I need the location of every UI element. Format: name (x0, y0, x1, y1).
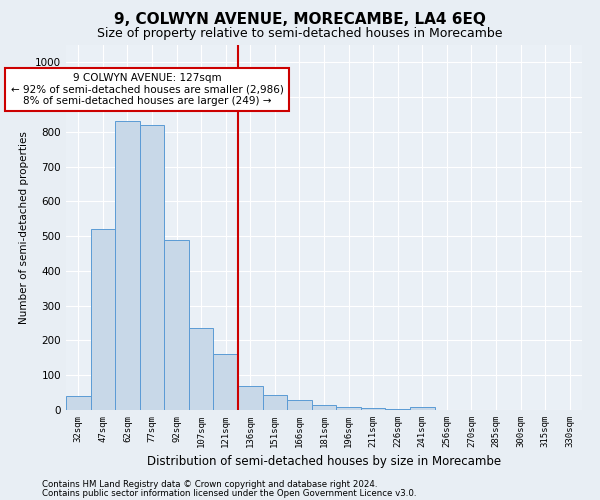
Bar (164, 240, 189, 410)
Bar (410, 407, 434, 410)
Bar (189, 328, 214, 410)
Bar (312, 406, 336, 410)
Y-axis label: Number of semi-detached properties: Number of semi-detached properties (19, 131, 29, 324)
Bar (336, 407, 361, 410)
Bar (361, 408, 385, 410)
Bar (91, 229, 115, 410)
X-axis label: Distribution of semi-detached houses by size in Morecambe: Distribution of semi-detached houses by … (147, 456, 501, 468)
Text: Contains HM Land Registry data © Crown copyright and database right 2024.: Contains HM Land Registry data © Crown c… (42, 480, 377, 489)
Bar (66, 396, 91, 410)
Text: Size of property relative to semi-detached houses in Morecambe: Size of property relative to semi-detach… (97, 28, 503, 40)
Bar (214, 354, 238, 410)
Text: Contains public sector information licensed under the Open Government Licence v3: Contains public sector information licen… (42, 488, 416, 498)
Text: 9 COLWYN AVENUE: 127sqm
← 92% of semi-detached houses are smaller (2,986)
8% of : 9 COLWYN AVENUE: 127sqm ← 92% of semi-de… (11, 73, 284, 106)
Text: 9, COLWYN AVENUE, MORECAMBE, LA4 6EQ: 9, COLWYN AVENUE, MORECAMBE, LA4 6EQ (114, 12, 486, 28)
Bar (115, 122, 140, 410)
Bar (287, 400, 312, 410)
Bar (238, 386, 263, 410)
Bar (263, 396, 287, 410)
Bar (140, 125, 164, 410)
